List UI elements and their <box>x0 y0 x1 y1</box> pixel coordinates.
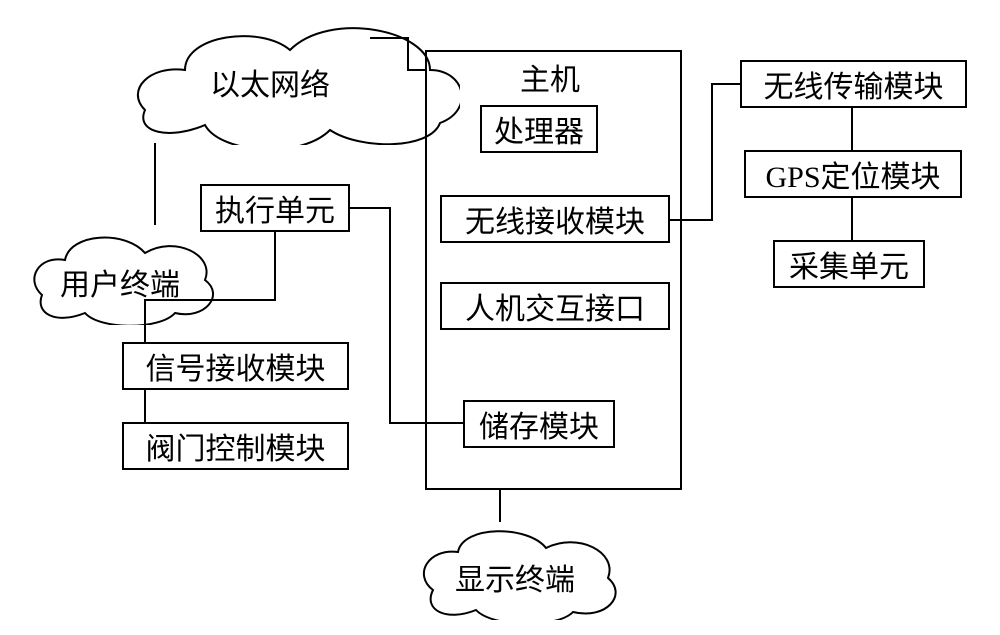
gps-label: GPS定位模块 <box>765 152 940 196</box>
host-title: 主机 <box>520 55 580 99</box>
valve-ctrl-label: 阀门控制模块 <box>146 424 326 468</box>
user-terminal-label: 用户终端 <box>60 260 180 304</box>
hmi-label: 人机交互接口 <box>465 284 645 328</box>
wireless-tx-box: 无线传输模块 <box>740 60 967 108</box>
gps-box: GPS定位模块 <box>744 150 962 198</box>
signal-rx-label: 信号接收模块 <box>146 344 326 388</box>
exec-unit-label: 执行单元 <box>215 186 335 230</box>
storage-label: 储存模块 <box>479 402 599 446</box>
wireless-rx-label: 无线接收模块 <box>465 197 645 241</box>
display-terminal-label: 显示终端 <box>455 555 575 599</box>
collect-box: 采集单元 <box>773 240 925 288</box>
processor-box: 处理器 <box>480 105 598 153</box>
valve-ctrl-box: 阀门控制模块 <box>122 422 349 470</box>
exec-unit-box: 执行单元 <box>200 184 350 232</box>
storage-box: 储存模块 <box>463 400 615 448</box>
signal-rx-box: 信号接收模块 <box>122 342 349 390</box>
collect-label: 采集单元 <box>789 242 909 286</box>
ethernet-label: 以太网络 <box>210 60 330 104</box>
wireless-rx-box: 无线接收模块 <box>440 195 670 243</box>
hmi-box: 人机交互接口 <box>440 282 670 330</box>
wireless-tx-label: 无线传输模块 <box>764 62 944 106</box>
processor-label: 处理器 <box>494 107 584 151</box>
diagram-canvas: 主机 处理器 无线接收模块 人机交互接口 储存模块 执行单元 信号接收模块 阀门… <box>0 0 1000 635</box>
